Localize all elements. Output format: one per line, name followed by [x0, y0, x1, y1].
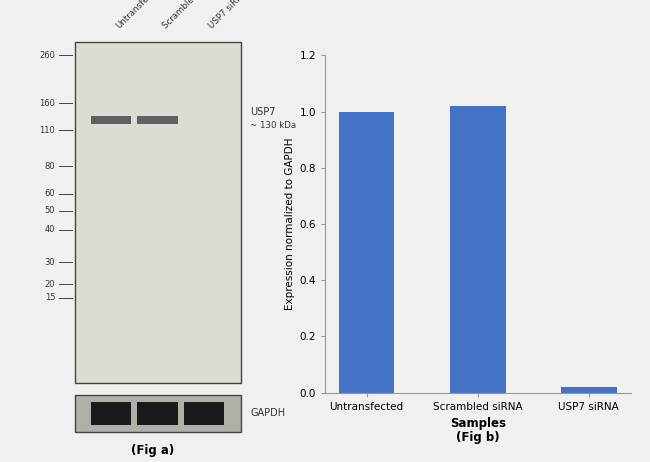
Y-axis label: Expression normalized to GAPDH: Expression normalized to GAPDH — [285, 138, 295, 310]
Text: 40: 40 — [45, 225, 55, 234]
X-axis label: Samples: Samples — [450, 417, 506, 430]
Text: GAPDH: GAPDH — [250, 408, 285, 419]
Text: USP7 siRNA: USP7 siRNA — [207, 0, 250, 30]
Bar — [561, 387, 617, 393]
Text: 20: 20 — [45, 280, 55, 289]
Text: 15: 15 — [45, 293, 55, 303]
Text: 30: 30 — [45, 258, 55, 267]
Text: Untransfected: Untransfected — [114, 0, 164, 30]
Bar — [450, 106, 506, 393]
Bar — [339, 112, 395, 393]
Text: USP7: USP7 — [250, 107, 276, 116]
Text: Scrambled siRNA: Scrambled siRNA — [161, 0, 220, 30]
Text: (Fig b): (Fig b) — [456, 431, 500, 444]
Text: ~ 130 kDa: ~ 130 kDa — [250, 121, 296, 130]
Text: (Fig a): (Fig a) — [131, 444, 174, 457]
Text: 80: 80 — [45, 162, 55, 171]
Text: 260: 260 — [40, 51, 55, 60]
Text: 160: 160 — [40, 98, 55, 108]
Text: 50: 50 — [45, 207, 55, 215]
Text: 60: 60 — [45, 189, 55, 198]
Text: 110: 110 — [40, 126, 55, 135]
